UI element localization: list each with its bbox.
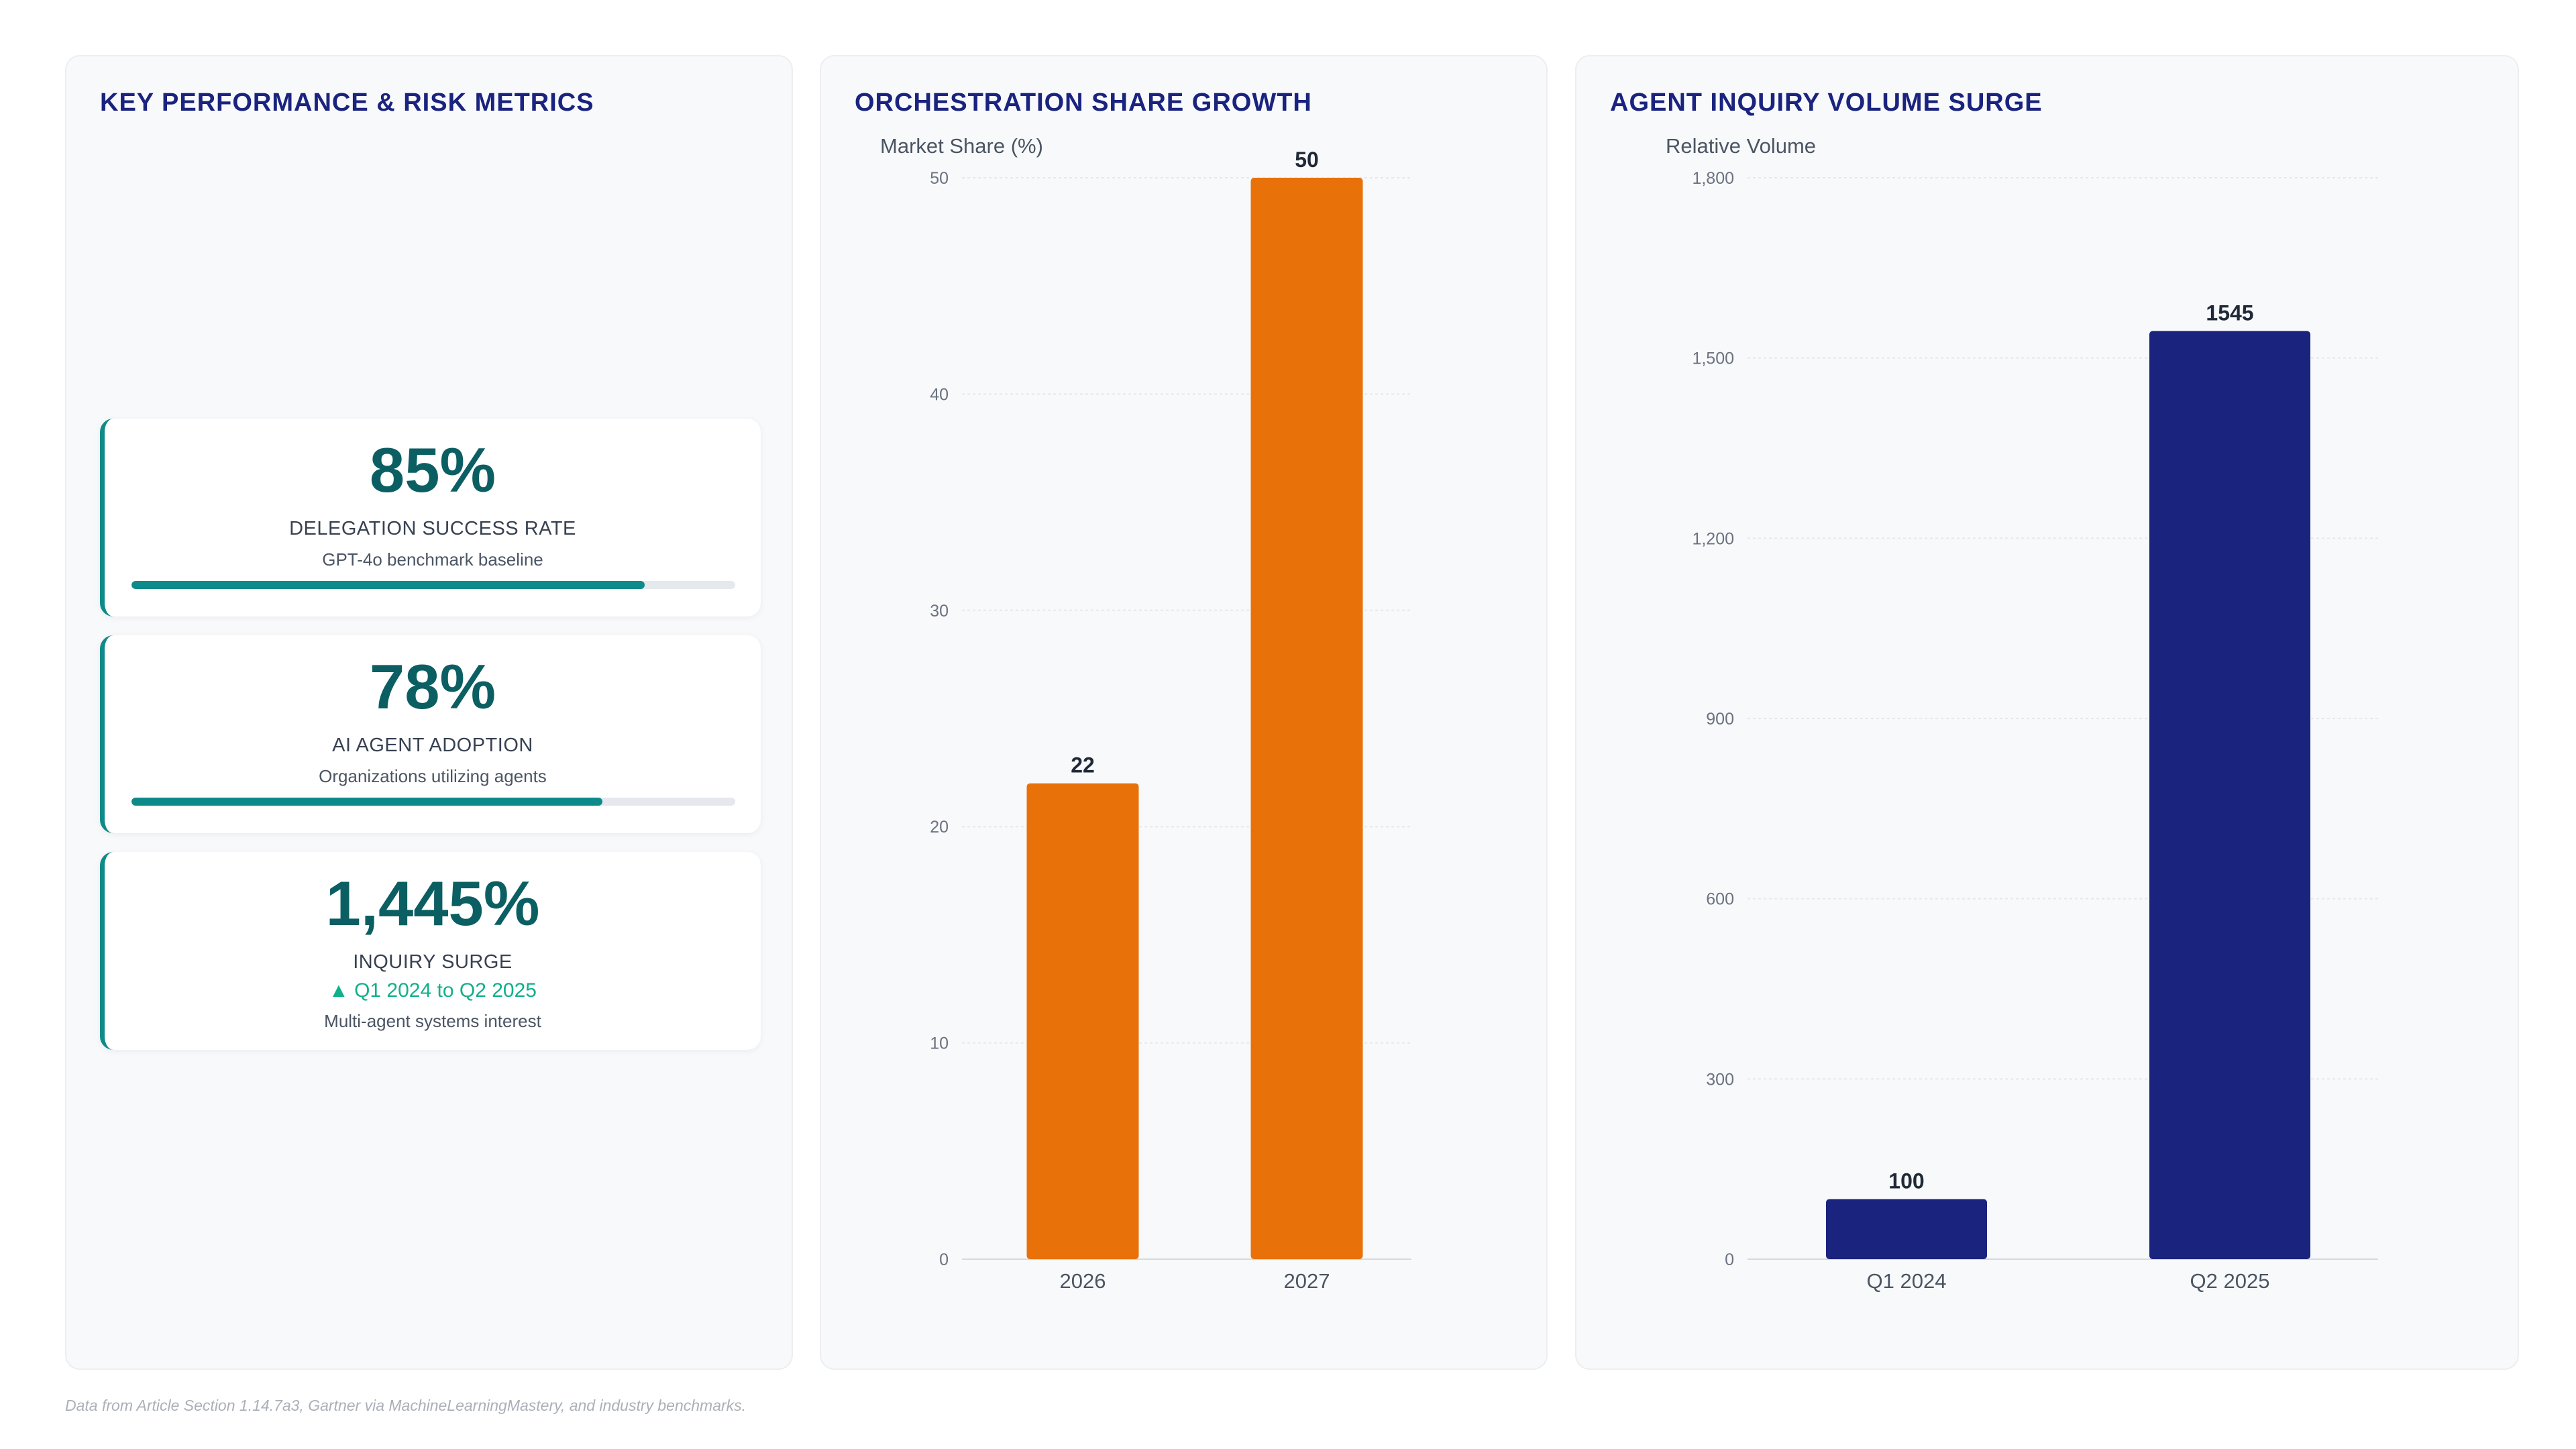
progress-bar bbox=[131, 581, 735, 589]
progress-bar bbox=[131, 798, 735, 806]
kpi-label: AI AGENT ADOPTION bbox=[332, 735, 533, 756]
orchestration-bar-chart: 0 10 20 30 40 50 22 2026 50 2027 bbox=[930, 148, 1411, 1293]
y-tick-label: 50 bbox=[930, 169, 949, 188]
bar-data-label: 50 bbox=[1295, 148, 1319, 172]
bar-data-label: 22 bbox=[1071, 753, 1095, 777]
kpi-panel: KEY PERFORMANCE & RISK METRICS 85% DELEG… bbox=[65, 55, 793, 1370]
kpi-subtext: Multi-agent systems interest bbox=[324, 1011, 541, 1031]
x-tick-label: 2026 bbox=[1060, 1269, 1106, 1293]
kpi-subtext: Organizations utilizing agents bbox=[319, 766, 547, 786]
x-tick-label: Q1 2024 bbox=[1867, 1269, 1947, 1293]
y-tick-label: 30 bbox=[930, 602, 949, 621]
y-tick-label: 0 bbox=[1725, 1250, 1734, 1269]
y-axis-title: Relative Volume bbox=[1666, 134, 1817, 158]
y-tick-label: 20 bbox=[930, 818, 949, 837]
inquiry-bar-chart: 0 300 600 900 1,200 1,500 1,800 100 Q1 2024 1545 Q… bbox=[1692, 169, 2378, 1293]
bar bbox=[1826, 1199, 1987, 1259]
kpi-value: 85% bbox=[369, 435, 496, 505]
orchestration-panel-title: ORCHESTRATION SHARE GROWTH bbox=[855, 89, 1312, 117]
y-tick-label: 1,500 bbox=[1692, 350, 1734, 368]
x-tick-label: Q2 2025 bbox=[2190, 1269, 2270, 1293]
inquiry-panel-title: AGENT INQUIRY VOLUME SURGE bbox=[1610, 89, 2043, 117]
y-tick-label: 0 bbox=[939, 1250, 949, 1269]
kpi-value: 1,445% bbox=[325, 868, 540, 938]
bar-data-label: 1545 bbox=[2206, 301, 2253, 325]
y-axis-title: Market Share (%) bbox=[880, 134, 1043, 158]
kpi-label: INQUIRY SURGE bbox=[353, 951, 513, 973]
y-tick-label: 900 bbox=[1706, 710, 1734, 729]
kpi-value: 78% bbox=[369, 651, 496, 722]
kpi-subtext: GPT-4o benchmark baseline bbox=[322, 549, 543, 570]
bar bbox=[1250, 178, 1363, 1259]
bar bbox=[1026, 783, 1139, 1259]
kpi-panel-title: KEY PERFORMANCE & RISK METRICS bbox=[100, 89, 594, 117]
footer-source-note: Data from Article Section 1.14.7a3, Gart… bbox=[65, 1397, 747, 1414]
y-tick-label: 1,800 bbox=[1692, 169, 1734, 188]
kpi-card-adoption: 78% AI AGENT ADOPTION Organizations util… bbox=[100, 635, 761, 833]
bar-data-label: 100 bbox=[1888, 1169, 1924, 1193]
kpi-trend: ▲ Q1 2024 to Q2 2025 bbox=[329, 979, 537, 1002]
progress-fill bbox=[131, 798, 602, 806]
progress-fill bbox=[131, 581, 645, 589]
inquiry-panel: AGENT INQUIRY VOLUME SURGE Relative Volu… bbox=[1575, 55, 2519, 1370]
y-tick-label: 1,200 bbox=[1692, 529, 1734, 548]
orchestration-panel: ORCHESTRATION SHARE GROWTH Market Share … bbox=[820, 55, 1548, 1370]
y-tick-label: 600 bbox=[1706, 890, 1734, 909]
x-tick-label: 2027 bbox=[1284, 1269, 1330, 1293]
y-tick-label: 10 bbox=[930, 1034, 949, 1053]
y-tick-label: 40 bbox=[930, 385, 949, 404]
kpi-card-delegation: 85% DELEGATION SUCCESS RATE GPT-4o bench… bbox=[100, 419, 761, 616]
bar bbox=[2149, 331, 2310, 1259]
y-tick-label: 300 bbox=[1706, 1070, 1734, 1089]
kpi-label: DELEGATION SUCCESS RATE bbox=[289, 518, 576, 539]
kpi-card-inquiry: 1,445% INQUIRY SURGE ▲ Q1 2024 to Q2 202… bbox=[100, 852, 761, 1050]
